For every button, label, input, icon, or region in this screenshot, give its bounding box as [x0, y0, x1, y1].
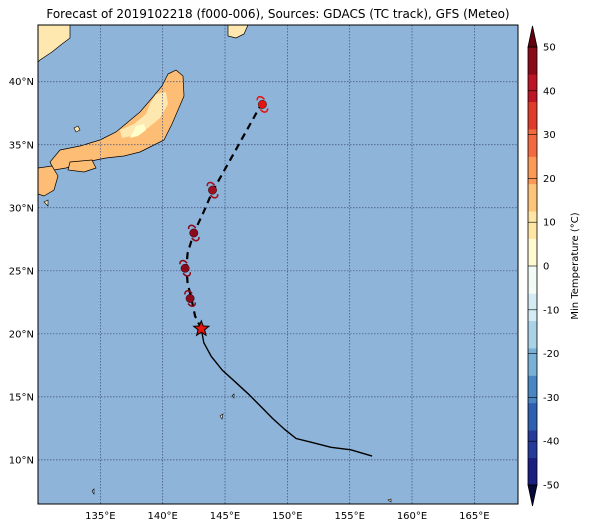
tropical-storm-icon — [179, 259, 192, 277]
longitude-tick-label: 140°E — [147, 511, 177, 522]
colorbar: Min Temperature (°C) -50 -40 -30 -20 -10 0 10 2… — [527, 25, 581, 507]
longitude-tick-label: 160°E — [397, 511, 427, 522]
colorbar-min-arrow — [527, 484, 538, 507]
colorbar-band — [528, 74, 537, 103]
colorbar-band — [528, 266, 537, 294]
colorbar-band — [528, 101, 537, 130]
colorbar-max-arrow — [527, 25, 538, 48]
colorbar-tick-label: 10 — [543, 218, 556, 229]
small-island — [43, 199, 49, 207]
latitude-tick-label: 15°N — [9, 392, 34, 403]
figure-title: Forecast of 2019102218 (f000-006), Sourc… — [46, 7, 509, 21]
colorbar-tick-label: 20 — [543, 174, 556, 185]
small-island — [219, 413, 224, 420]
past-track-line — [200, 328, 373, 457]
colorbar-band — [528, 430, 537, 458]
longitude-tick-label: 165°E — [459, 511, 489, 522]
colorbar-tick-label: 40 — [543, 86, 556, 97]
honshu-highlands — [120, 92, 168, 138]
colorbar-tick-label: 30 — [543, 130, 556, 141]
tropical-storm-icon — [187, 224, 200, 242]
latitude-ticks: 10°N 15°N 20°N 25°N 30°N 35°N 40°N — [9, 77, 34, 466]
map-gridlines — [38, 25, 518, 504]
colorbar-band — [528, 156, 537, 185]
latitude-tick-label: 35°N — [9, 140, 34, 151]
hokkaido-island — [227, 25, 249, 39]
colorbar-band — [528, 183, 537, 212]
colorbar-band — [528, 47, 537, 75]
colorbar-band — [528, 457, 537, 486]
longitude-ticks: 135°E 140°E 145°E 150°E 155°E 160°E 165°E — [85, 511, 489, 522]
colorbar-label: Min Temperature (°C) — [570, 212, 581, 319]
colorbar-band — [528, 375, 537, 404]
map-frame — [37, 24, 519, 505]
colorbar-tick-label: -20 — [543, 349, 559, 360]
longitude-tick-label: 150°E — [272, 511, 302, 522]
latitude-tick-label: 25°N — [9, 266, 34, 277]
longitude-tick-label: 135°E — [85, 511, 115, 522]
small-island — [387, 498, 392, 503]
longitude-tick-label: 145°E — [210, 511, 240, 522]
cyclone-track — [179, 95, 373, 457]
colorbar-band — [528, 402, 537, 431]
colorbar-tick-label: -30 — [543, 393, 559, 404]
colorbar-tick-label: -50 — [543, 481, 559, 492]
colorbar-tick-label: 0 — [543, 262, 549, 273]
colorbar-tick-label: -40 — [543, 437, 559, 448]
colorbar-band — [528, 293, 537, 322]
tropical-storm-icon — [206, 181, 219, 199]
colorbar-band — [528, 129, 537, 157]
latitude-tick-label: 40°N — [9, 77, 34, 88]
tropical-storm-icon — [256, 95, 269, 113]
colorbar-tick-label: 50 — [543, 43, 556, 54]
current-position-star-icon — [192, 319, 211, 337]
map-panel: 135°E 140°E 145°E 150°E 155°E 160°E 165°E 10°N… — [9, 24, 519, 522]
colorbar-band — [528, 211, 537, 239]
honshu-peaks — [130, 124, 146, 138]
ocean-area — [38, 25, 518, 504]
latitude-tick-label: 20°N — [9, 329, 34, 340]
small-island — [73, 125, 81, 133]
latitude-tick-label: 10°N — [9, 455, 34, 466]
kyushu-island — [38, 165, 59, 197]
colorbar-band — [528, 238, 537, 267]
tropical-storm-icon — [184, 290, 197, 307]
colorbar-band — [528, 348, 537, 376]
longitude-tick-label: 155°E — [334, 511, 364, 522]
colorbar-band — [528, 320, 537, 349]
shikoku-island — [67, 159, 97, 173]
colorbar-tick-label: -10 — [543, 305, 559, 316]
latitude-tick-label: 30°N — [9, 203, 34, 214]
small-island — [91, 488, 95, 495]
